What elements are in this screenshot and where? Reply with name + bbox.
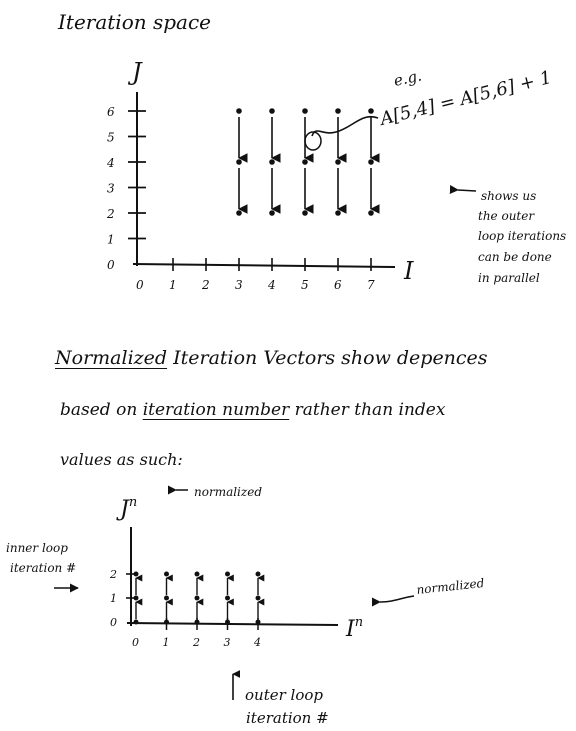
x-tick-label: 7 [367,278,375,292]
side-note-line: shows us [481,189,536,203]
iteration-point [194,595,200,601]
outer-loop-note-line: outer loop [245,686,323,704]
y-tick-label: 6 [107,105,115,119]
example-pointer [311,115,379,137]
x-tick-label: 1 [169,278,177,292]
paragraph-text: based on [60,400,138,420]
x-tick-label: 3 [224,636,231,649]
side-note-arrow [449,185,477,195]
iteration-point [335,159,341,165]
iteration-point [133,571,139,577]
example-circle [304,131,322,151]
iteration-point [225,595,230,601]
iteration-point [255,595,261,601]
x-tick-label: 6 [334,278,342,292]
side-note-line: can be done [478,250,552,264]
outer-loop-note-line: iteration # [246,709,329,727]
inner-loop-note: inner loop iteration # [6,541,76,575]
iteration-point [368,159,374,165]
top-y-ticks: 0 1 2 3 4 5 6 [106,105,146,272]
paragraph-line-1: Normalized Iteration Vectors show depenc… [55,347,488,369]
y-tick-label: 2 [106,207,115,221]
side-note-line: in parallel [478,271,540,285]
y-tick-label: 0 [110,616,117,629]
top-dependence-columns [236,108,380,216]
y-tick-label: 3 [107,182,115,196]
iteration-point [269,210,275,216]
bottom-x-axis-letter: I [345,617,356,642]
x-tick-label: 5 [301,278,309,292]
x-tick-label: 4 [253,636,261,649]
iteration-point [225,619,230,625]
side-note: shows us the outer loop iterations can b… [478,189,570,285]
iteration-point [133,595,139,601]
iteration-point [302,210,308,216]
paragraph-line-3: values as such: [60,450,183,469]
bottom-x-axis-label: In [345,615,363,642]
top-x-axis [132,263,396,268]
iteration-point [302,159,308,165]
page-title: Iteration space [58,10,211,34]
iteration-point [164,571,169,577]
iteration-point [368,108,374,114]
iteration-point [164,595,169,601]
x-tick-label: 4 [267,278,276,292]
paragraph-text: Iteration Vectors show depences [173,347,488,369]
bottom-dependence-columns [133,571,265,625]
x-normalized-note: normalized [416,576,485,597]
bottom-y-axis-letter: J [116,497,130,522]
iteration-point [335,210,341,216]
y-normalized-note: normalized [194,485,262,499]
iteration-point [255,619,261,625]
y-tick-label: 1 [107,233,115,247]
x-tick-label: 0 [132,636,139,649]
iteration-point [236,159,242,165]
side-note-line: the outer [478,209,535,223]
bottom-x-axis-sup: n [355,615,363,630]
top-x-ticks: 0 1 2 3 4 5 6 7 [136,258,375,292]
iteration-point [255,571,261,577]
iteration-point [236,210,242,216]
y-tick-label: 4 [106,156,115,170]
bottom-y-axis-sup: n [129,495,137,510]
iteration-point [368,210,374,216]
y-tick-label: 1 [110,592,117,605]
paragraph-text: rather than index [294,400,446,420]
inner-loop-note-line: iteration # [10,561,76,575]
y-tick-label: 2 [109,568,117,581]
bottom-y-axis-label: Jn [116,495,137,522]
x-tick-label: 3 [235,278,243,292]
iteration-point [236,108,242,114]
iteration-point [269,108,275,114]
top-x-axis-label: I [403,257,414,285]
iteration-point [133,619,139,625]
inner-loop-note-line: inner loop [6,541,68,555]
outer-loop-note: outer loop iteration # [245,686,329,727]
iteration-number-term: iteration number [142,400,290,420]
iteration-point [194,571,200,577]
bottom-x-axis [126,622,339,626]
iteration-point [194,619,200,625]
iteration-point [164,619,169,625]
iteration-point [269,159,275,165]
paragraph-line-2: based on iteration number rather than in… [60,400,445,420]
x-normalized-arrow [371,595,415,607]
x-tick-label: 0 [136,278,144,292]
iteration-point [335,108,341,114]
example-label: e.g. [392,66,423,89]
y-tick-label: 0 [107,258,115,272]
x-tick-label: 2 [192,636,200,649]
top-y-axis-label: J [127,58,143,86]
normalized-term: Normalized [55,347,168,369]
x-tick-label: 1 [163,636,170,649]
iteration-point [225,571,230,577]
y-tick-label: 5 [107,131,115,145]
iteration-point [302,108,308,114]
side-note-line: loop iterations [478,229,566,243]
x-tick-label: 2 [201,278,210,292]
